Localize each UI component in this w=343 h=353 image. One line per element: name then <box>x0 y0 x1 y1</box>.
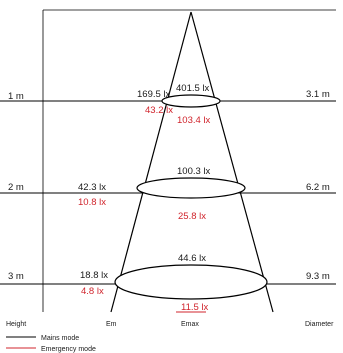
height-label-3m: 3 m <box>8 271 24 282</box>
column-header-diameter: Diameter <box>305 321 334 328</box>
diameter-1m: 3.1 m <box>306 89 330 100</box>
cone-right-edge <box>190 11 274 313</box>
em-mains-2m: 42.3 lx <box>78 182 106 193</box>
emax-mains-2m: 100.3 lx <box>177 166 211 177</box>
emax-emergency-2m: 25.8 lx <box>178 211 206 222</box>
emax-emergency-3m: 11.5 lx <box>181 302 209 313</box>
height-label-1m: 1 m <box>8 91 24 102</box>
emax-mains-3m: 44.6 lx <box>178 253 206 264</box>
beam-ellipse-1m <box>161 94 221 108</box>
em-emergency-3m: 4.8 lx <box>81 286 104 297</box>
legend-label-emergency: Emergency mode <box>41 346 96 353</box>
beam-ellipse-3m <box>114 264 268 300</box>
column-header-height: Height <box>6 321 26 328</box>
height-label-2m: 2 m <box>8 182 24 193</box>
em-emergency-2m: 10.8 lx <box>78 197 106 208</box>
column-header-em: Em <box>106 321 117 328</box>
diameter-2m: 6.2 m <box>306 182 330 193</box>
legend-label-mains: Mains mode <box>41 335 79 342</box>
emax-mains-1m: 401.5 lx <box>176 83 210 94</box>
em-mains-3m: 18.8 lx <box>80 270 108 281</box>
cone-left-edge <box>110 11 192 313</box>
beam-ellipse-2m <box>136 177 246 199</box>
em-emergency-1m: 43.2 lx <box>145 105 173 116</box>
column-header-emax: Emax <box>181 321 199 328</box>
emax-emergency-1m: 103.4 lx <box>177 115 211 126</box>
legend: Mains mode Emergency mode <box>6 335 96 353</box>
em-mains-1m: 169.5 lx <box>137 89 171 100</box>
diameter-3m: 9.3 m <box>306 271 330 282</box>
